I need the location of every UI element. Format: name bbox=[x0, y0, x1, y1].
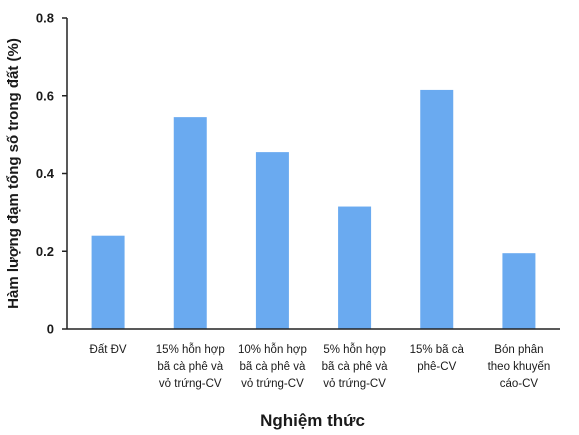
y-ticks-group: 0 0.2 0.4 0.6 0.8 bbox=[36, 11, 67, 337]
x-tick-label-line: theo khuyến bbox=[488, 361, 551, 373]
x-tick-label: 10% hỗn hợp bã cà phê và vỏ trứng-CV bbox=[238, 343, 307, 390]
x-tick-labels-group: Đất ĐV 15% hỗn hợp bã cà phê và vỏ trứng-CV… bbox=[90, 343, 551, 390]
x-tick-label: 15% bã cà phê-CV bbox=[410, 344, 465, 373]
x-tick-label-line: 10% hỗn hợp bbox=[238, 343, 307, 356]
bar bbox=[338, 206, 372, 329]
x-tick-label: Đất ĐV bbox=[90, 344, 127, 356]
x-tick-label: Bón phân theo khuyến cáo-CV bbox=[488, 344, 551, 390]
y-tick-label: 0.6 bbox=[36, 88, 54, 103]
x-axis-title: Nghiệm thức bbox=[260, 411, 365, 430]
x-tick-label-line: vỏ trứng-CV bbox=[323, 378, 386, 390]
bar bbox=[502, 253, 536, 329]
bar bbox=[420, 89, 454, 329]
x-tick-label: 15% hỗn hợp bã cà phê và vỏ trứng-CV bbox=[156, 343, 225, 390]
y-tick-label: 0.2 bbox=[36, 244, 54, 259]
y-tick-label: 0 bbox=[47, 322, 54, 337]
x-tick-label-line: vỏ trứng-CV bbox=[159, 378, 222, 390]
bar bbox=[173, 117, 207, 329]
bar bbox=[255, 152, 289, 329]
x-tick-label-line: 15% bã cà bbox=[410, 344, 465, 356]
x-tick-label: 5% hỗn hợp bã cà phê và vỏ trứng-CV bbox=[322, 343, 388, 390]
y-tick-label: 0.4 bbox=[36, 166, 55, 181]
y-tick-label: 0.8 bbox=[36, 11, 54, 26]
x-tick-label-line: cáo-CV bbox=[500, 378, 539, 390]
y-axis-title: Hàm lượng đạm tổng số trong đất (%) bbox=[5, 38, 22, 309]
x-tick-label-line: phê-CV bbox=[417, 361, 456, 373]
x-tick-label-line: Đất ĐV bbox=[90, 344, 127, 356]
x-tick-label-line: bã cà phê và bbox=[157, 361, 223, 373]
x-tick-label-line: bã cà phê và bbox=[239, 361, 305, 373]
x-tick-label-line: Bón phân bbox=[494, 344, 543, 356]
x-tick-label-line: vỏ trứng-CV bbox=[241, 378, 304, 390]
bar bbox=[91, 235, 125, 329]
x-tick-label-line: 5% hỗn hợp bbox=[323, 343, 386, 356]
x-tick-label-line: bã cà phê và bbox=[322, 361, 388, 373]
x-tick-label-line: 15% hỗn hợp bbox=[156, 343, 225, 356]
bars-group bbox=[91, 89, 536, 329]
